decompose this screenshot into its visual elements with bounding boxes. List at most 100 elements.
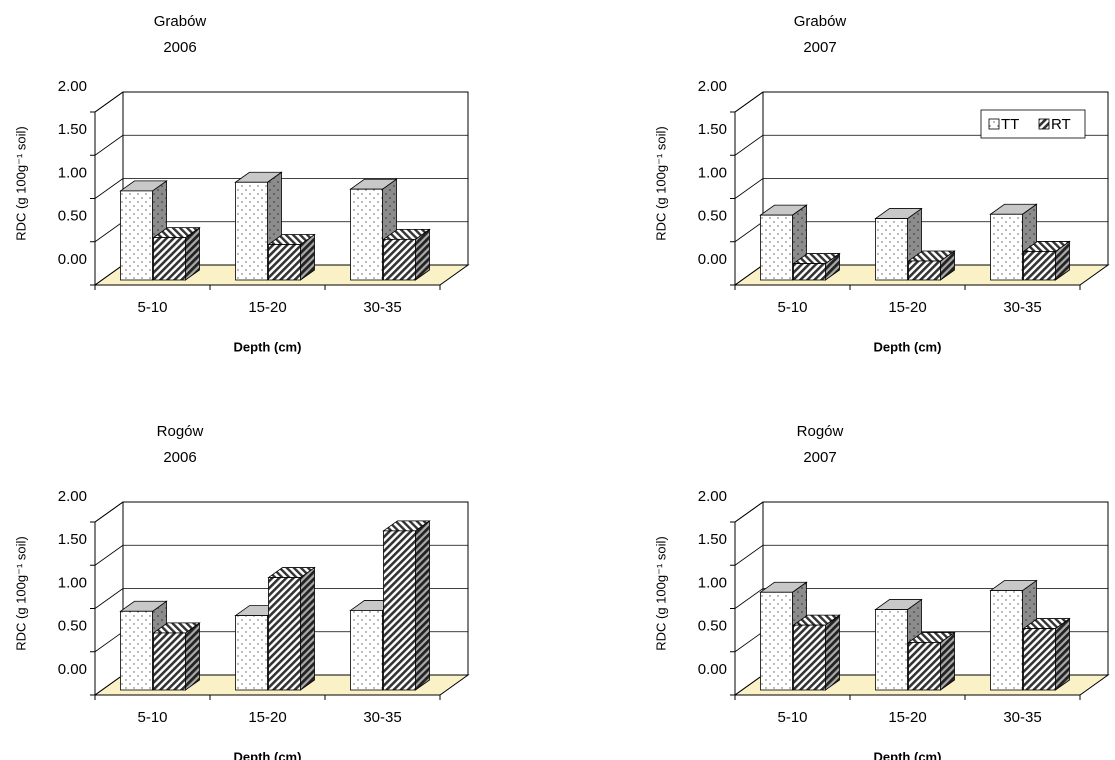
y-tick-label: 1.50 <box>58 531 87 548</box>
bar-side <box>415 520 430 691</box>
bar <box>908 642 941 691</box>
bar <box>990 213 1023 281</box>
bar <box>875 609 908 691</box>
x-tick-label: 30-35 <box>363 299 401 316</box>
chart-title: Rogów <box>797 423 844 440</box>
bar <box>268 244 301 281</box>
y-axis-title: RDC (g 100g⁻¹ soil) <box>653 126 668 241</box>
grid-line-side <box>734 264 764 286</box>
y-tick-label: 0.00 <box>58 251 87 268</box>
x-tick-label: 5-10 <box>777 709 807 726</box>
grid-line-side <box>94 631 124 653</box>
bar <box>908 260 941 281</box>
bar <box>1023 251 1056 281</box>
grid-line-side <box>734 221 764 243</box>
y-tick-label: 1.50 <box>58 121 87 138</box>
legend-label: RT <box>1051 116 1071 133</box>
grid-line-side <box>94 588 124 609</box>
chart-title: Grabów <box>794 13 847 30</box>
x-tick-label: 15-20 <box>888 709 926 726</box>
bar <box>760 214 793 281</box>
grid-line-side <box>94 264 124 286</box>
chart-title: Grabów <box>154 13 207 30</box>
grid-line-side <box>734 501 764 523</box>
grid-line-side <box>94 674 124 696</box>
bar <box>383 530 416 691</box>
bar <box>268 577 301 691</box>
y-axis-title: RDC (g 100g⁻¹ soil) <box>13 126 28 241</box>
chart-subtitle: 2006 <box>163 39 196 56</box>
grid-line-side <box>94 544 124 566</box>
bar <box>153 237 186 281</box>
bar-side <box>185 622 200 691</box>
x-tick-label: 30-35 <box>363 709 401 726</box>
bar <box>383 238 416 281</box>
y-tick-label: 0.00 <box>698 251 727 268</box>
bar <box>350 188 383 281</box>
chart-subtitle: 2006 <box>163 449 196 466</box>
grid-line-side <box>734 631 764 653</box>
grid-line-side <box>734 134 764 156</box>
x-axis-title: Depth (cm) <box>234 339 302 354</box>
bar <box>793 263 826 281</box>
chart: Rogów 2007 0.00 0.50 1.00 1.50 2.00 RDC (g 100g… <box>653 423 1110 760</box>
y-tick-label: 2.00 <box>698 78 727 95</box>
bar <box>1023 628 1056 691</box>
chart-subtitle: 2007 <box>803 449 836 466</box>
x-tick-label: 5-10 <box>137 709 167 726</box>
chart: Grabów 2006 0.00 0.50 1.00 1.50 2.00 RDC (g 100… <box>13 13 470 354</box>
bar-side <box>825 614 840 691</box>
y-tick-label: 0.50 <box>698 208 727 225</box>
legend-swatch <box>1038 118 1050 130</box>
bar <box>153 632 186 691</box>
legend-label: TT <box>1001 116 1019 133</box>
bar <box>875 218 908 281</box>
grid-line-side <box>94 178 124 199</box>
x-tick-label: 5-10 <box>777 299 807 316</box>
x-axis-title: Depth (cm) <box>234 749 302 760</box>
grid-line-side <box>94 134 124 156</box>
grid-line-side <box>734 178 764 199</box>
y-tick-label: 2.00 <box>58 78 87 95</box>
y-tick-label: 0.50 <box>58 208 87 225</box>
y-tick-label: 0.50 <box>698 618 727 635</box>
grid-line-side <box>94 221 124 243</box>
bar <box>350 610 383 691</box>
bar <box>990 590 1023 691</box>
grid-line-side <box>94 91 124 113</box>
x-tick-label: 30-35 <box>1003 299 1041 316</box>
y-tick-label: 1.00 <box>698 164 727 181</box>
grid-line-side <box>94 501 124 523</box>
x-tick-label: 15-20 <box>888 299 926 316</box>
y-tick-label: 1.00 <box>58 574 87 591</box>
x-tick-label: 30-35 <box>1003 709 1041 726</box>
y-tick-label: 0.50 <box>58 618 87 635</box>
bar <box>760 591 793 691</box>
x-axis-title: Depth (cm) <box>874 749 942 760</box>
legend-swatch <box>988 118 1000 130</box>
y-axis-title: RDC (g 100g⁻¹ soil) <box>13 536 28 651</box>
chart-subtitle: 2007 <box>803 39 836 56</box>
y-tick-label: 1.50 <box>698 531 727 548</box>
y-tick-label: 1.50 <box>698 121 727 138</box>
y-axis-title: RDC (g 100g⁻¹ soil) <box>653 536 668 651</box>
y-tick-label: 2.00 <box>58 488 87 505</box>
chart: Grabów 2007 0.00 0.50 1.00 1.50 2.00 RDC (g 100… <box>653 13 1110 354</box>
bar-side <box>300 566 315 691</box>
x-tick-label: 15-20 <box>248 299 286 316</box>
x-tick-label: 5-10 <box>137 299 167 316</box>
grid-line-side <box>734 91 764 113</box>
bar <box>120 610 153 691</box>
grid-line-side <box>734 674 764 696</box>
bar <box>793 624 826 691</box>
bar-side <box>1055 617 1070 691</box>
grid-line-side <box>734 588 764 609</box>
y-tick-label: 0.00 <box>58 661 87 678</box>
x-axis-title: Depth (cm) <box>874 339 942 354</box>
bar <box>120 190 153 281</box>
bar <box>235 615 268 691</box>
y-tick-label: 2.00 <box>698 488 727 505</box>
chart: Rogów 2006 0.00 0.50 1.00 1.50 2.00 RDC (g 100g… <box>13 423 470 760</box>
y-tick-label: 0.00 <box>698 661 727 678</box>
